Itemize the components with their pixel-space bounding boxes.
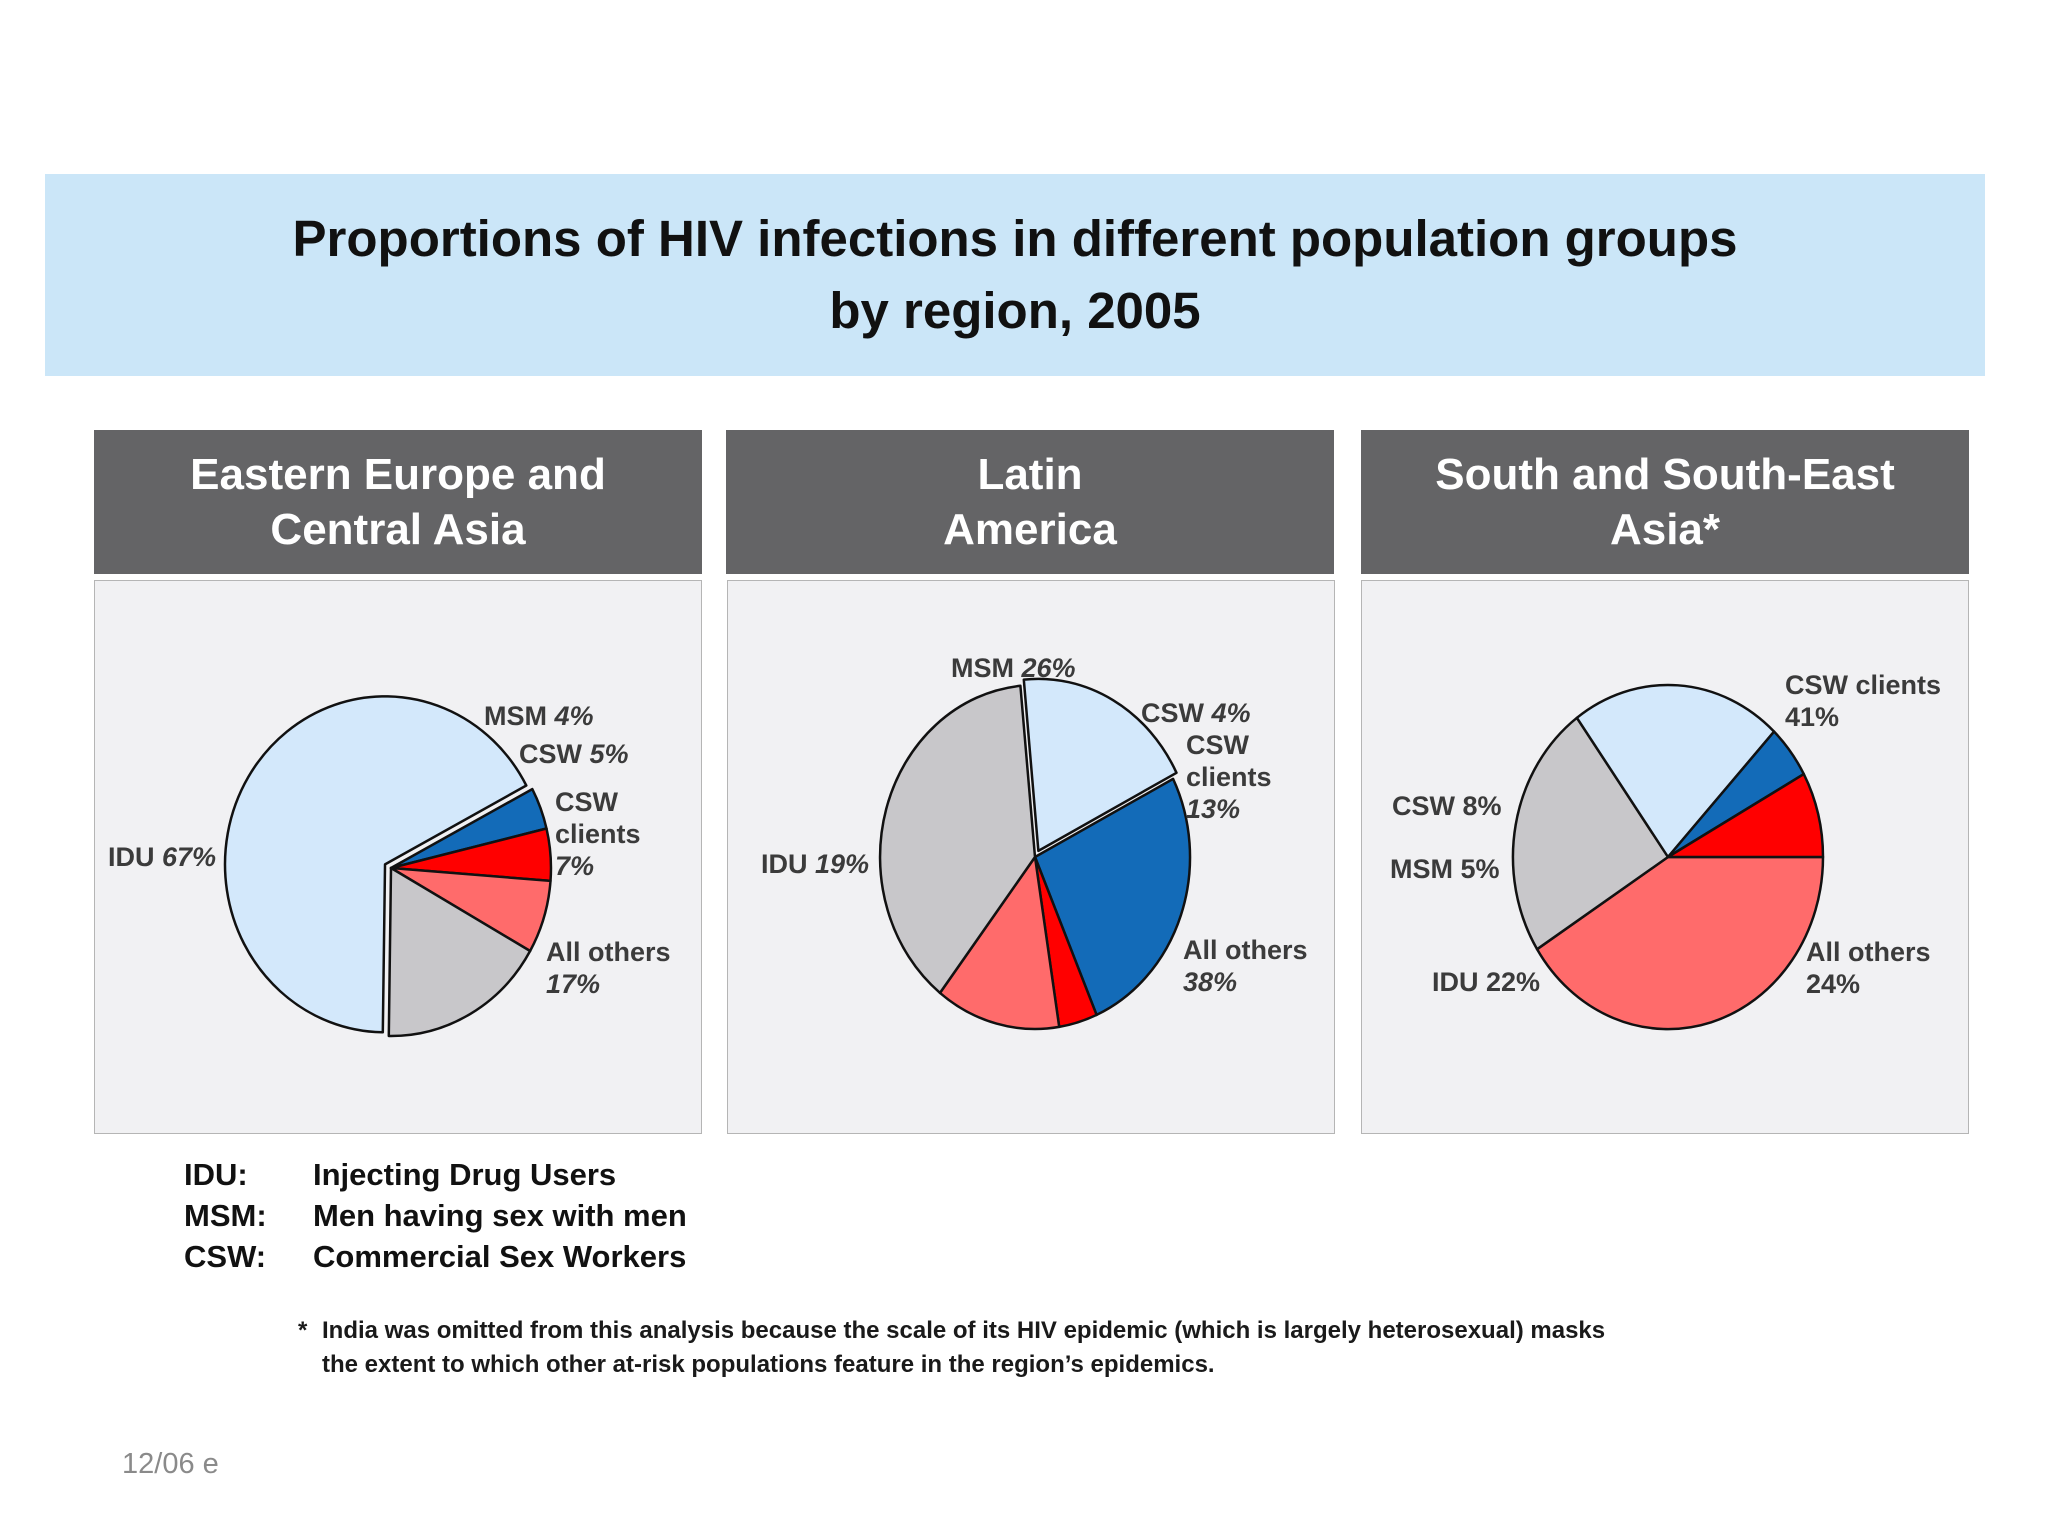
slice-label-name: MSM — [951, 653, 1022, 683]
pie-panel-south-east-asia: CSW clients 41% All others 24% IDU 22% MSM 5%… — [1361, 580, 1969, 1134]
pie-slice-idu — [1575, 683, 1776, 859]
slice-label-name: IDU — [761, 849, 815, 879]
legend-abbr: CSW: — [184, 1239, 267, 1274]
slice-label-msm: MSM 26% — [951, 652, 1076, 684]
slice-label-percent: 17% — [546, 969, 601, 999]
region-header-eastern-europe: Eastern Europe and Central Asia — [94, 430, 702, 574]
footnote-marker: * — [298, 1317, 308, 1344]
slice-label-csw-clients: CSW clients 41% — [1785, 669, 1941, 733]
legend-row: MSM: Men having sex with men — [184, 1195, 687, 1236]
slice-label-csw: CSW 5% — [519, 738, 629, 770]
legend-row: CSW: Commercial Sex Workers — [184, 1236, 687, 1277]
slice-label-idu: IDU 22% — [1432, 966, 1540, 998]
slice-label-all-others: All others 38% — [1183, 934, 1308, 998]
pie-slice-csw-clients — [938, 855, 1061, 1031]
slice-label-name: All others — [1183, 935, 1308, 965]
legend-meaning: Men having sex with men — [313, 1198, 687, 1233]
region-title-line: Eastern Europe and — [190, 450, 606, 499]
slice-label-name: clients — [1186, 762, 1272, 792]
slice-label-percent: 13% — [1186, 794, 1241, 824]
slice-label-percent: 26% — [1021, 653, 1076, 683]
region-title-line: Asia* — [1609, 505, 1721, 554]
footnote: * India was omitted from this analysis b… — [298, 1314, 1605, 1382]
region-title-line: Central Asia — [270, 505, 526, 554]
slice-label-all-others: All others 24% — [1806, 936, 1931, 1000]
pie-chart-south-east-asia — [1511, 683, 1825, 1031]
pie-slice-csw — [1666, 772, 1825, 859]
slice-label-name: CSW — [555, 787, 618, 817]
page-stamp: 12/06 e — [122, 1448, 219, 1480]
slice-label-percent: 22% — [1486, 967, 1541, 997]
slice-label-name: CSW — [1392, 791, 1463, 821]
slice-label-idu: IDU 67% — [108, 841, 216, 873]
slice-label-name: IDU — [1432, 967, 1486, 997]
legend-row: IDU: Injecting Drug Users — [184, 1154, 687, 1195]
slice-label-name: All others — [546, 937, 671, 967]
slice-label-percent: 5% — [589, 739, 629, 769]
footnote-line: India was omitted from this analysis bec… — [322, 1317, 1606, 1344]
slice-label-name: MSM — [1390, 854, 1461, 884]
pie-slice-all-others — [387, 866, 532, 1038]
slice-label-msm: MSM 5% — [1390, 853, 1500, 885]
slice-label-percent: 19% — [815, 849, 870, 879]
region-title-line: America — [943, 505, 1117, 554]
slice-label-percent: 8% — [1462, 791, 1502, 821]
slice-label-percent: 5% — [1460, 854, 1500, 884]
pie-slice-all-others — [878, 684, 1037, 995]
legend-meaning: Commercial Sex Workers — [313, 1239, 687, 1274]
slice-label-msm: MSM 4% — [484, 700, 594, 732]
pie-slice-idu — [223, 695, 528, 1034]
chart-title-line-2: by region, 2005 — [829, 282, 1201, 339]
slice-label-csw: CSW 4% — [1141, 697, 1251, 729]
slice-label-percent: 41% — [1785, 702, 1840, 732]
abbreviation-legend: IDU: Injecting Drug Users MSM: Men havin… — [184, 1154, 687, 1277]
legend-meaning: Injecting Drug Users — [313, 1157, 617, 1192]
pie-chart-eastern-europe — [223, 695, 553, 1038]
slice-label-percent: 4% — [554, 701, 594, 731]
slice-label-name: CSW clients — [1785, 670, 1942, 700]
slice-label-percent: 4% — [1211, 698, 1251, 728]
legend-abbr: MSM: — [184, 1198, 267, 1233]
slice-label-csw-clients: CSW clients 7% — [555, 786, 641, 882]
region-title-line: Latin — [977, 450, 1083, 499]
region-header-south-east-asia: South and South-East Asia* — [1361, 430, 1969, 574]
slice-label-all-others: All others 17% — [546, 936, 671, 1000]
pie-slice-all-others — [1511, 716, 1670, 951]
slice-label-csw: CSW 8% — [1392, 790, 1502, 822]
pie-chart-latin-america — [878, 677, 1192, 1031]
slice-label-name: All others — [1806, 937, 1931, 967]
slice-label-name: MSM — [484, 701, 555, 731]
footnote-line: the extent to which other at-risk popula… — [322, 1351, 1215, 1378]
slice-label-name: CSW — [1141, 698, 1212, 728]
slice-label-csw-clients: CSW clients 13% — [1186, 729, 1272, 825]
title-band: Proportions of HIV infections in differe… — [45, 174, 1985, 376]
pie-slice-idu — [1022, 677, 1178, 853]
slice-label-percent: 67% — [162, 842, 217, 872]
slice-label-name: CSW — [519, 739, 590, 769]
legend-abbr: IDU: — [184, 1157, 248, 1192]
slice-label-percent: 7% — [555, 851, 595, 881]
chart-title-line-1: Proportions of HIV infections in differe… — [292, 210, 1738, 267]
region-header-latin-america: Latin America — [726, 430, 1334, 574]
slice-label-name: clients — [555, 819, 641, 849]
slice-label-idu: IDU 19% — [761, 848, 869, 880]
slice-label-percent: 24% — [1806, 969, 1861, 999]
region-title-line: South and South-East — [1435, 450, 1895, 499]
pie-panel-latin-america: MSM 26% CSW 4% CSW clients 13% All others 38% I… — [727, 580, 1335, 1134]
slice-label-name: IDU — [108, 842, 162, 872]
slice-label-name: CSW — [1186, 730, 1249, 760]
slice-label-percent: 38% — [1183, 967, 1238, 997]
pie-panel-eastern-europe: MSM 4% CSW 5% CSW clients 7% All others 17% IDU… — [94, 580, 702, 1134]
